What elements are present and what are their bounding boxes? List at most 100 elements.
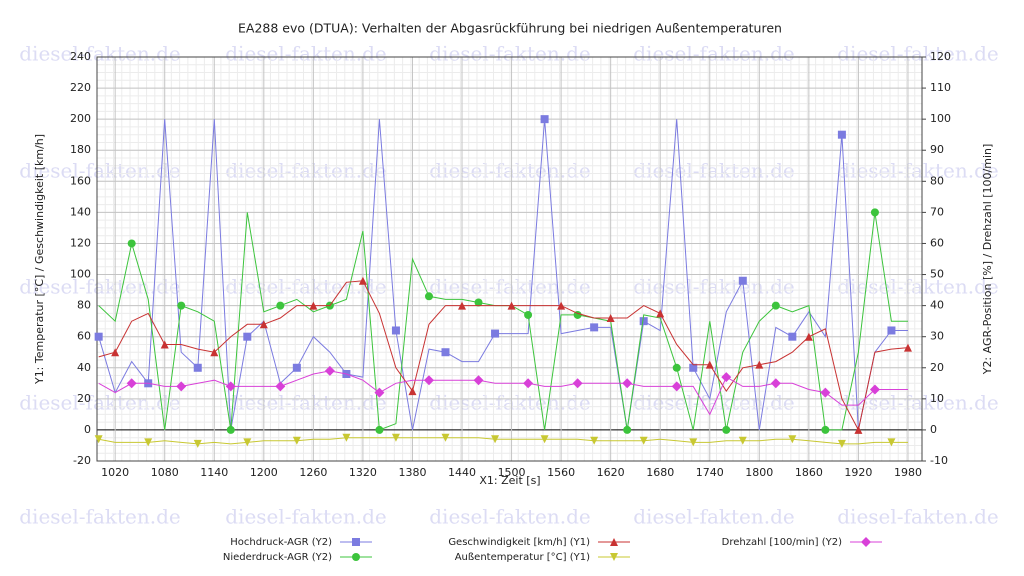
y2-tick-label: 10 xyxy=(930,392,944,405)
marker xyxy=(441,433,450,442)
y-tick-label: 100 xyxy=(70,268,91,281)
x-tick-label: 1860 xyxy=(795,466,823,479)
series-line xyxy=(98,280,909,432)
marker xyxy=(837,130,846,139)
y2-tick-label: 20 xyxy=(930,361,944,374)
y-tick-label: 60 xyxy=(77,330,91,343)
x-tick-label: 1560 xyxy=(547,466,575,479)
marker xyxy=(540,435,549,444)
marker xyxy=(524,310,533,319)
marker xyxy=(854,425,863,434)
marker xyxy=(275,381,286,392)
marker xyxy=(309,301,318,310)
marker xyxy=(324,365,335,376)
x-tick-label: 1260 xyxy=(299,466,327,479)
marker xyxy=(771,301,780,310)
marker xyxy=(375,425,384,434)
legend-label: Geschwindigkeit [km/h] (Y1) xyxy=(448,537,590,548)
marker xyxy=(639,317,648,326)
marker xyxy=(788,435,797,444)
marker xyxy=(821,425,830,434)
marker xyxy=(127,239,136,248)
marker xyxy=(473,375,484,386)
y2-tick-label: 30 xyxy=(930,330,944,343)
marker xyxy=(176,381,187,392)
y2-tick-label: 120 xyxy=(930,50,951,63)
chart-title: EA288 evo (DTUA): Verhalten der Abgasrüc… xyxy=(238,21,782,36)
y-tick-label: -20 xyxy=(73,454,91,467)
marker xyxy=(292,436,301,445)
marker xyxy=(352,538,360,546)
watermark: diesel-fakten.de xyxy=(225,42,386,66)
marker xyxy=(423,375,434,386)
x-tick-label: 1920 xyxy=(844,466,872,479)
x-tick-label: 1620 xyxy=(597,466,625,479)
watermark: diesel-fakten.de xyxy=(837,505,998,529)
marker xyxy=(177,301,186,310)
y2-tick-label: 40 xyxy=(930,299,944,312)
marker xyxy=(507,301,516,310)
marker xyxy=(738,436,747,445)
watermark: diesel-fakten.de xyxy=(19,505,180,529)
watermark: diesel-fakten.de xyxy=(633,159,794,183)
marker xyxy=(292,363,301,372)
marker xyxy=(705,360,714,369)
y2-axis-label: Y2: AGR-Position [%] / Drehzahl [100/min… xyxy=(981,144,994,376)
marker xyxy=(903,343,912,352)
marker xyxy=(491,329,500,338)
y-tick-label: 120 xyxy=(70,236,91,249)
watermark: diesel-fakten.de xyxy=(19,159,180,183)
watermark: diesel-fakten.de xyxy=(225,275,386,299)
marker xyxy=(672,363,681,372)
y-tick-label: 0 xyxy=(84,423,91,436)
marker xyxy=(610,553,618,561)
watermark: diesel-fakten.de xyxy=(633,391,794,415)
marker xyxy=(606,314,615,323)
marker xyxy=(671,381,682,392)
marker xyxy=(352,553,360,561)
marker xyxy=(869,384,880,395)
y-tick-label: 200 xyxy=(70,112,91,125)
marker xyxy=(391,326,400,335)
marker xyxy=(870,208,879,217)
watermark: diesel-fakten.de xyxy=(225,391,386,415)
y2-tick-label: 0 xyxy=(930,423,937,436)
marker xyxy=(259,320,268,329)
marker xyxy=(342,433,351,442)
marker xyxy=(770,378,781,389)
x-tick-label: 1680 xyxy=(646,466,674,479)
marker xyxy=(804,332,813,341)
x-tick-label: 1080 xyxy=(151,466,179,479)
series-line xyxy=(98,119,908,431)
marker xyxy=(144,438,153,447)
legend-label: Drehzahl [100/min] (Y2) xyxy=(722,537,842,548)
marker xyxy=(210,348,219,357)
marker xyxy=(276,301,285,310)
marker xyxy=(837,439,846,448)
marker xyxy=(111,348,120,357)
marker xyxy=(623,425,632,434)
marker xyxy=(243,438,252,447)
marker xyxy=(243,332,252,341)
y2-tick-label: 110 xyxy=(930,81,951,94)
marker xyxy=(226,425,235,434)
marker xyxy=(193,439,202,448)
marker xyxy=(458,301,467,310)
marker xyxy=(887,438,896,447)
marker xyxy=(590,436,599,445)
watermarks: diesel-fakten.de diesel-fakten.de diesel-f… xyxy=(19,42,998,529)
series-line xyxy=(98,437,908,445)
x-tick-label: 1800 xyxy=(745,466,773,479)
marker xyxy=(887,326,896,335)
y-tick-label: 160 xyxy=(70,174,91,187)
x-tick-label: 1500 xyxy=(498,466,526,479)
y2-tick-label: 70 xyxy=(930,205,944,218)
marker xyxy=(557,301,566,310)
marker xyxy=(820,387,831,398)
y-axis-label: Y1: Temperatur [°C] / Geschwindigkeit [k… xyxy=(33,134,46,385)
watermark: diesel-fakten.de xyxy=(837,275,998,299)
marker xyxy=(193,363,202,372)
x-tick-label: 1380 xyxy=(398,466,426,479)
y-tick-label: 20 xyxy=(77,392,91,405)
watermark: diesel-fakten.de xyxy=(19,391,180,415)
